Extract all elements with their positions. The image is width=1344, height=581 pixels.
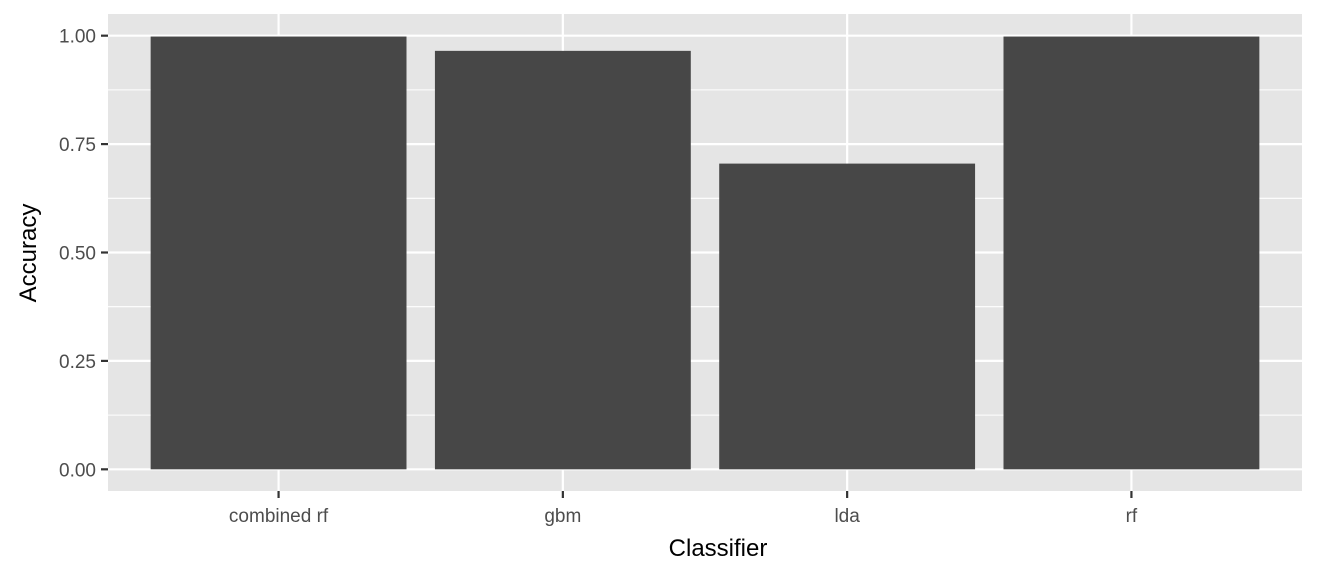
bars	[150, 36, 1260, 470]
x-tick-label: gbm	[544, 506, 581, 527]
x-tick-label: rf	[1126, 506, 1138, 527]
y-tick-label: 0.25	[59, 352, 96, 373]
y-tick-label: 0.50	[59, 244, 96, 265]
bar-gbm	[434, 50, 691, 470]
bar-rf	[1003, 36, 1260, 470]
x-axis-title: Classifier	[669, 535, 768, 562]
y-tick-label: 0.00	[59, 460, 96, 481]
bar-lda	[719, 163, 976, 470]
y-tick-label: 1.00	[59, 27, 96, 48]
x-tick-label: lda	[834, 506, 860, 527]
x-tick-label: combined rf	[229, 506, 329, 527]
y-tick-label: 0.75	[59, 135, 96, 156]
y-axis-title: Accuracy	[15, 204, 42, 303]
axes: 0.00 0.25 0.50 0.75 1.00 combined rf gbm lda rf	[59, 27, 1138, 527]
bar-combined-rf	[150, 36, 407, 470]
